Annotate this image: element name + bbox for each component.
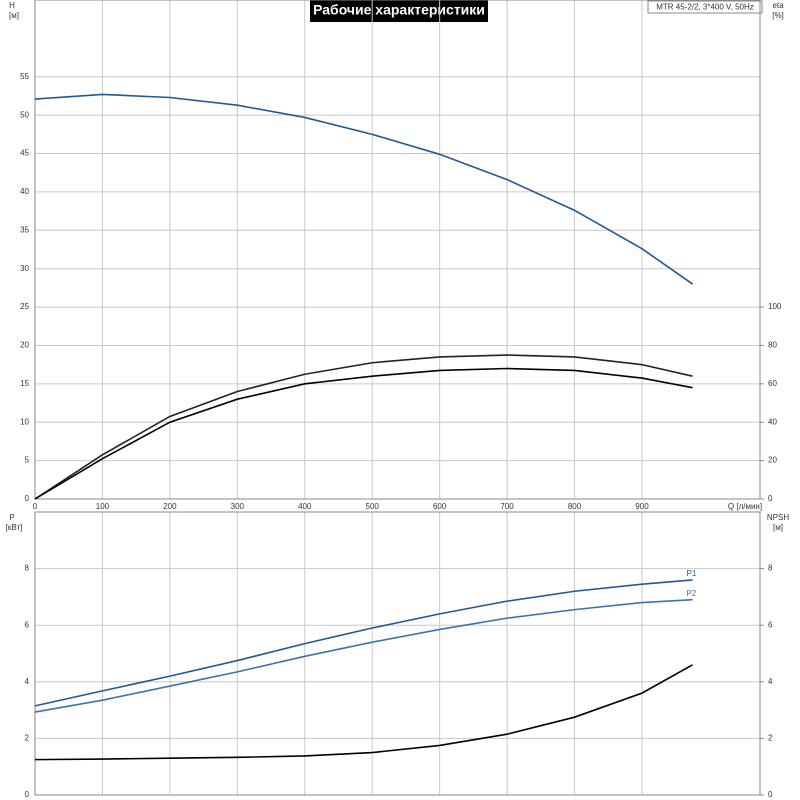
y-tick-label: 4: [25, 677, 30, 686]
y-tick-label: 20: [20, 341, 29, 350]
y-tick-label: 55: [20, 72, 29, 81]
y-tick-label: 8: [25, 564, 30, 573]
y-tick-label: 0: [25, 494, 30, 503]
x-tick-label: 0: [33, 502, 38, 511]
series-line: [34, 664, 693, 761]
series-line: [34, 367, 693, 500]
plot-frame: [34, 511, 761, 796]
y2-axis-unit: [м]: [773, 523, 783, 532]
series-line: [34, 579, 693, 707]
y2-tick-label: 6: [768, 620, 773, 629]
y-tick-label: 15: [20, 379, 29, 388]
x-tick-label: 200: [163, 502, 177, 511]
chart-title: Рабочие характеристики: [313, 2, 485, 18]
y2-tick-label: 0: [768, 494, 773, 503]
series-label: P2: [687, 589, 697, 598]
y2-tick-label: 60: [768, 379, 777, 388]
info: MTR 45-2/2, 3*400 V, 50Hz: [656, 3, 754, 12]
y2-axis-label: NPSH: [767, 513, 789, 522]
x-tick-label: 600: [433, 502, 447, 511]
y-tick-label: 0: [25, 790, 30, 799]
series-line: [34, 598, 693, 713]
y2-tick-label: 8: [768, 564, 773, 573]
x-axis-label: Q [л/мин]: [728, 502, 762, 511]
y2-tick-label: 40: [768, 417, 777, 426]
y2-tick-label: 0: [768, 790, 773, 799]
y2-tick-label: 100: [768, 302, 782, 311]
x-tick-label: 100: [96, 502, 110, 511]
plot-frame: [34, 0, 761, 500]
x-tick-label: 900: [635, 502, 649, 511]
title-box: [310, 0, 488, 22]
x-tick-label: 400: [298, 502, 312, 511]
x-tick-label: 700: [500, 502, 514, 511]
y-axis-label: H: [9, 1, 15, 10]
y2-tick-label: 80: [768, 341, 777, 350]
x-tick-label: 500: [366, 502, 380, 511]
y-tick-label: 2: [25, 734, 30, 743]
x-tick-label: 300: [231, 502, 245, 511]
y-axis-unit: [м]: [9, 11, 19, 20]
series-label: P1: [687, 569, 697, 578]
series-line: [34, 354, 693, 500]
y-tick-label: 5: [25, 456, 30, 465]
y2-tick-label: 2: [768, 734, 773, 743]
x-tick-label: 800: [568, 502, 582, 511]
y-tick-label: 10: [20, 417, 29, 426]
y-tick-label: 30: [20, 264, 29, 273]
y-axis-label: P: [9, 513, 14, 522]
y-tick-label: 25: [20, 302, 29, 311]
y2-axis-label: eta: [772, 1, 784, 10]
y-tick-label: 35: [20, 225, 29, 234]
y-axis-unit: [кВт]: [6, 523, 23, 532]
y-tick-label: 6: [25, 620, 30, 629]
series-line: [34, 93, 694, 285]
info-box: [647, 0, 763, 14]
y2-tick-label: 20: [768, 456, 777, 465]
y-tick-label: 45: [20, 149, 29, 158]
y-tick-label: 40: [20, 187, 29, 196]
y2-axis-unit: [%]: [772, 11, 784, 20]
y-tick-label: 50: [20, 110, 29, 119]
y2-tick-label: 4: [768, 677, 773, 686]
